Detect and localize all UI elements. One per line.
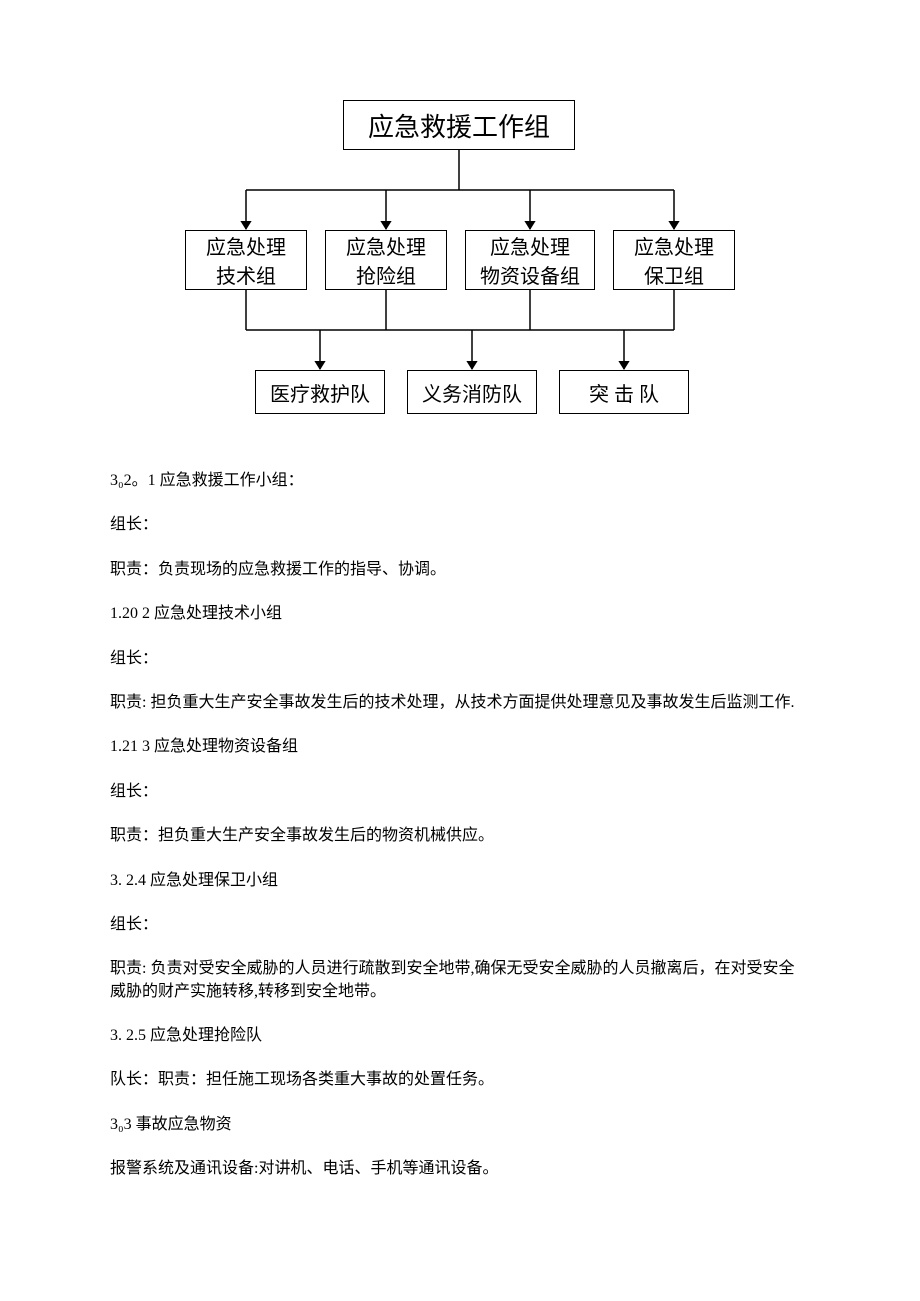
section-1-20-heading: 1.20 2 应急处理技术小组 [110,603,810,625]
node-rescue: 应急处理抢险组 [325,230,447,290]
group-leader-line: 组长： [110,781,810,803]
node-label: 应急救援工作组 [368,107,550,144]
node-supply: 应急处理物资设备组 [465,230,595,290]
node-fire: 义务消防队 [407,370,537,414]
node-label-line2: 技术组 [216,260,276,289]
section-3-2-1-heading: 3₀2。1 应急救援工作小组： [110,470,810,492]
duty-line: 职责: 担负重大生产安全事故发生后的技术处理，从技术方面提供处理意见及事故发生后… [110,692,810,714]
node-label-line1: 应急处理 [634,231,714,260]
org-chart: 应急救援工作组应急处理技术组应急处理抢险组应急处理物资设备组应急处理保卫组医疗救… [0,100,920,430]
node-label-line2: 保卫组 [644,260,704,289]
node-tech: 应急处理技术组 [185,230,307,290]
node-label-line2: 抢险组 [356,260,416,289]
section-3-2-5-heading: 3. 2.5 应急处理抢险队 [110,1025,810,1047]
section-3-2-4-heading: 3. 2.4 应急处理保卫小组 [110,870,810,892]
alarm-systems-line: 报警系统及通讯设备:对讲机、电话、手机等通讯设备。 [110,1158,810,1180]
node-strike: 突 击 队 [559,370,689,414]
duty-line: 职责: 负责对受安全威胁的人员进行疏散到安全地带,确保无受安全威胁的人员撤离后，… [110,958,810,1003]
team-leader-duty-line: 队长：职责：担任施工现场各类重大事故的处置任务。 [110,1069,810,1091]
node-label-line1: 应急处理 [206,231,286,260]
node-label: 义务消防队 [422,378,522,407]
group-leader-line: 组长： [110,914,810,936]
node-label-line2: 物资设备组 [480,260,580,289]
node-label: 突 击 队 [589,378,659,407]
group-leader-line: 组长： [110,514,810,536]
duty-line: 职责：负责现场的应急救援工作的指导、协调。 [110,559,810,581]
node-label: 医疗救护队 [270,378,370,407]
node-root: 应急救援工作组 [343,100,575,150]
group-leader-line: 组长： [110,648,810,670]
section-3-3-heading: 3₀3 事故应急物资 [110,1114,810,1136]
document-body: 3₀2。1 应急救援工作小组： 组长： 职责：负责现场的应急救援工作的指导、协调… [110,470,810,1181]
duty-line: 职责：担负重大生产安全事故发生后的物资机械供应。 [110,825,810,847]
section-1-21-heading: 1.21 3 应急处理物资设备组 [110,736,810,758]
node-label-line1: 应急处理 [346,231,426,260]
node-label-line1: 应急处理 [490,231,570,260]
node-guard: 应急处理保卫组 [613,230,735,290]
node-med: 医疗救护队 [255,370,385,414]
